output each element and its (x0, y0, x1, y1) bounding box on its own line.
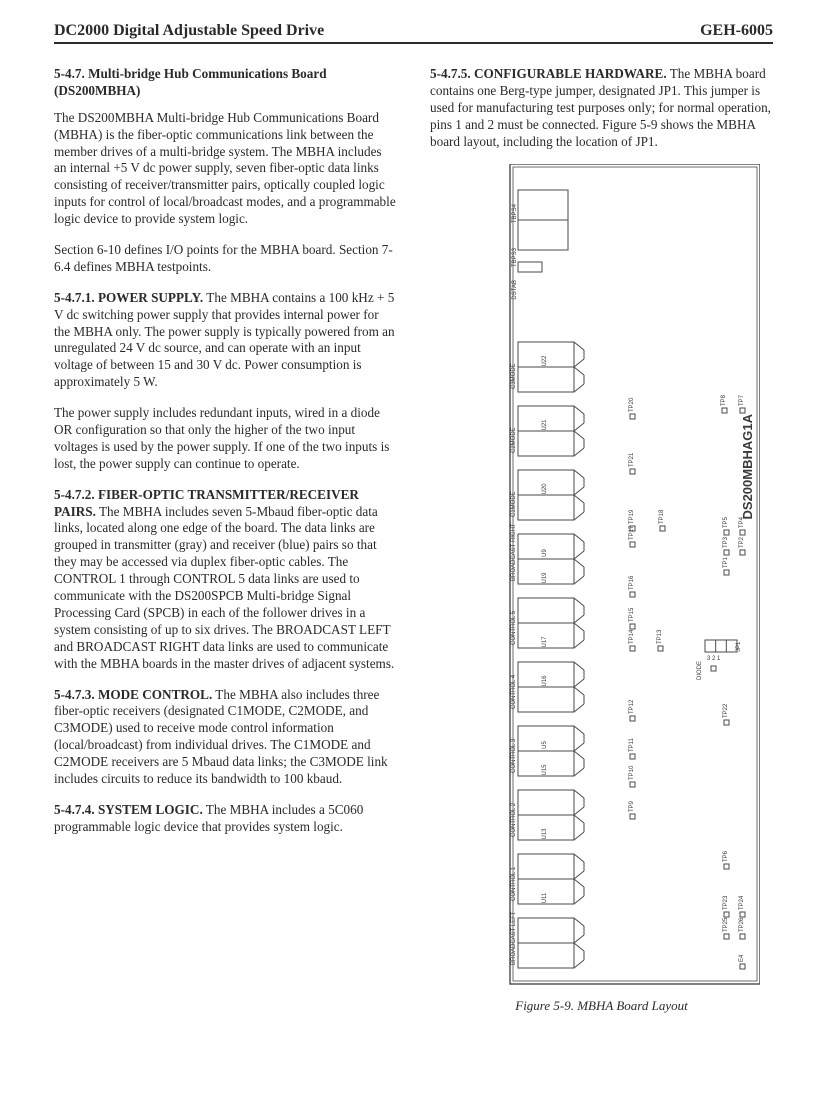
svg-text:JP1: JP1 (736, 641, 742, 652)
svg-text:TP21: TP21 (629, 452, 635, 467)
svg-text:CONTROL 4: CONTROL 4 (511, 675, 517, 710)
svg-text:TP7: TP7 (739, 395, 745, 407)
svg-text:TP12: TP12 (629, 699, 635, 714)
svg-text:CONTROL 3: CONTROL 3 (511, 739, 517, 774)
svg-text:TP22: TP22 (723, 703, 729, 718)
fiber-optic-paragraph: 5-4.7.2. FIBER-OPTIC TRANSMITTER/RECEIVE… (54, 487, 396, 673)
section-5-4-7-title: 5-4.7. Multi-bridge Hub Communications B… (54, 66, 327, 98)
svg-text:DS200MBHAG1A: DS200MBHAG1A (740, 414, 755, 520)
svg-text:U5: U5 (542, 741, 548, 749)
svg-text:U19: U19 (542, 572, 548, 584)
svg-text:TP25: TP25 (723, 917, 729, 932)
svg-text:TP24: TP24 (739, 895, 745, 910)
svg-text:TP6: TP6 (723, 851, 729, 863)
svg-text:C2MODE: C2MODE (511, 428, 517, 454)
page-header: DC2000 Digital Adjustable Speed Drive GE… (54, 22, 773, 44)
svg-text:DIODE: DIODE (697, 661, 703, 680)
svg-text:U22: U22 (542, 355, 548, 367)
svg-text:TP8: TP8 (721, 395, 727, 407)
fiber-optic-body: The MBHA includes seven 5-Mbaud fiber-op… (54, 504, 394, 671)
section-5-4-7-4-title: 5-4.7.4. SYSTEM LOGIC. (54, 802, 203, 817)
svg-text:TBPS4: TBPS4 (512, 204, 518, 224)
svg-text:TP1: TP1 (723, 557, 729, 569)
svg-text:CONTROL 5: CONTROL 5 (511, 611, 517, 646)
svg-text:TP11: TP11 (629, 738, 635, 753)
system-logic-paragraph: 5-4.7.4. SYSTEM LOGIC. The MBHA includes… (54, 802, 396, 836)
svg-text:TP9: TP9 (629, 801, 635, 813)
svg-text:TP10: TP10 (629, 765, 635, 780)
svg-text:BROADCAST RIGHT: BROADCAST RIGHT (511, 524, 517, 582)
svg-text:U16: U16 (542, 675, 548, 687)
svg-text:TP26: TP26 (739, 917, 745, 932)
power-supply-paragraph-2: The power supply includes redundant inpu… (54, 405, 396, 473)
svg-text:TP5: TP5 (723, 517, 729, 529)
svg-text:U11: U11 (542, 893, 548, 904)
svg-text:U13: U13 (542, 828, 548, 840)
svg-text:TP16: TP16 (629, 575, 635, 590)
section-5-4-7-1-title: 5-4.7.1. POWER SUPPLY. (54, 290, 203, 305)
svg-text:BROADCAST LEFT: BROADCAST LEFT (511, 912, 517, 966)
board-layout-svg: TBPS4 TBPS3 DSTAB DS200MBHAG1A C3MODE U22 C2MO… (430, 164, 760, 994)
svg-text:TP18: TP18 (659, 509, 665, 524)
svg-text:TP15: TP15 (629, 607, 635, 622)
intro-paragraph-1: The DS200MBHA Multi-bridge Hub Communica… (54, 110, 396, 228)
svg-text:CONTROL 2: CONTROL 2 (511, 803, 517, 838)
svg-text:TP20: TP20 (629, 397, 635, 412)
figure-caption: Figure 5-9. MBHA Board Layout (430, 998, 773, 1015)
power-supply-paragraph-1: 5-4.7.1. POWER SUPPLY. The MBHA contains… (54, 290, 396, 391)
svg-text:U9: U9 (542, 549, 548, 557)
config-hw-paragraph: 5-4.7.5. CONFIGURABLE HARDWARE. The MBHA… (430, 66, 773, 150)
svg-text:U21: U21 (542, 419, 548, 431)
svg-text:TP14: TP14 (629, 629, 635, 644)
svg-text:3 2 1: 3 2 1 (707, 656, 721, 662)
figure-5-9: TBPS4 TBPS3 DSTAB DS200MBHAG1A C3MODE U22 C2MO… (430, 164, 773, 1015)
section-5-4-7-3-title: 5-4.7.3. MODE CONTROL. (54, 687, 212, 702)
svg-text:TP19: TP19 (629, 509, 635, 524)
svg-text:U17: U17 (542, 636, 548, 648)
svg-text:TP4: TP4 (739, 517, 745, 529)
section-5-4-7-5-title: 5-4.7.5. CONFIGURABLE HARDWARE. (430, 66, 667, 81)
svg-text:TP23: TP23 (723, 895, 729, 910)
header-docnum: GEH-6005 (700, 22, 773, 40)
svg-text:C3MODE: C3MODE (511, 364, 517, 390)
header-title: DC2000 Digital Adjustable Speed Drive (54, 22, 324, 40)
svg-text:C1MODE: C1MODE (511, 492, 517, 518)
left-column: 5-4.7. Multi-bridge Hub Communications B… (54, 66, 396, 1015)
svg-text:U15: U15 (542, 764, 548, 776)
svg-text:TP13: TP13 (657, 629, 663, 644)
intro-paragraph-2: Section 6-10 defines I/O points for the … (54, 242, 396, 276)
mode-control-paragraph: 5-4.7.3. MODE CONTROL. The MBHA also inc… (54, 687, 396, 788)
svg-text:U20: U20 (542, 483, 548, 495)
right-column: 5-4.7.5. CONFIGURABLE HARDWARE. The MBHA… (430, 66, 773, 1015)
svg-text:E4: E4 (739, 954, 745, 962)
svg-text:TP17: TP17 (629, 525, 635, 540)
svg-text:TBPS3: TBPS3 (512, 248, 518, 268)
svg-text:TP2: TP2 (739, 537, 745, 549)
columns: 5-4.7. Multi-bridge Hub Communications B… (54, 66, 773, 1015)
svg-text:TP3: TP3 (723, 537, 729, 549)
svg-text:DSTAB: DSTAB (512, 280, 518, 300)
page: DC2000 Digital Adjustable Speed Drive GE… (0, 0, 827, 1116)
svg-text:CONTROL 1: CONTROL 1 (511, 867, 517, 902)
